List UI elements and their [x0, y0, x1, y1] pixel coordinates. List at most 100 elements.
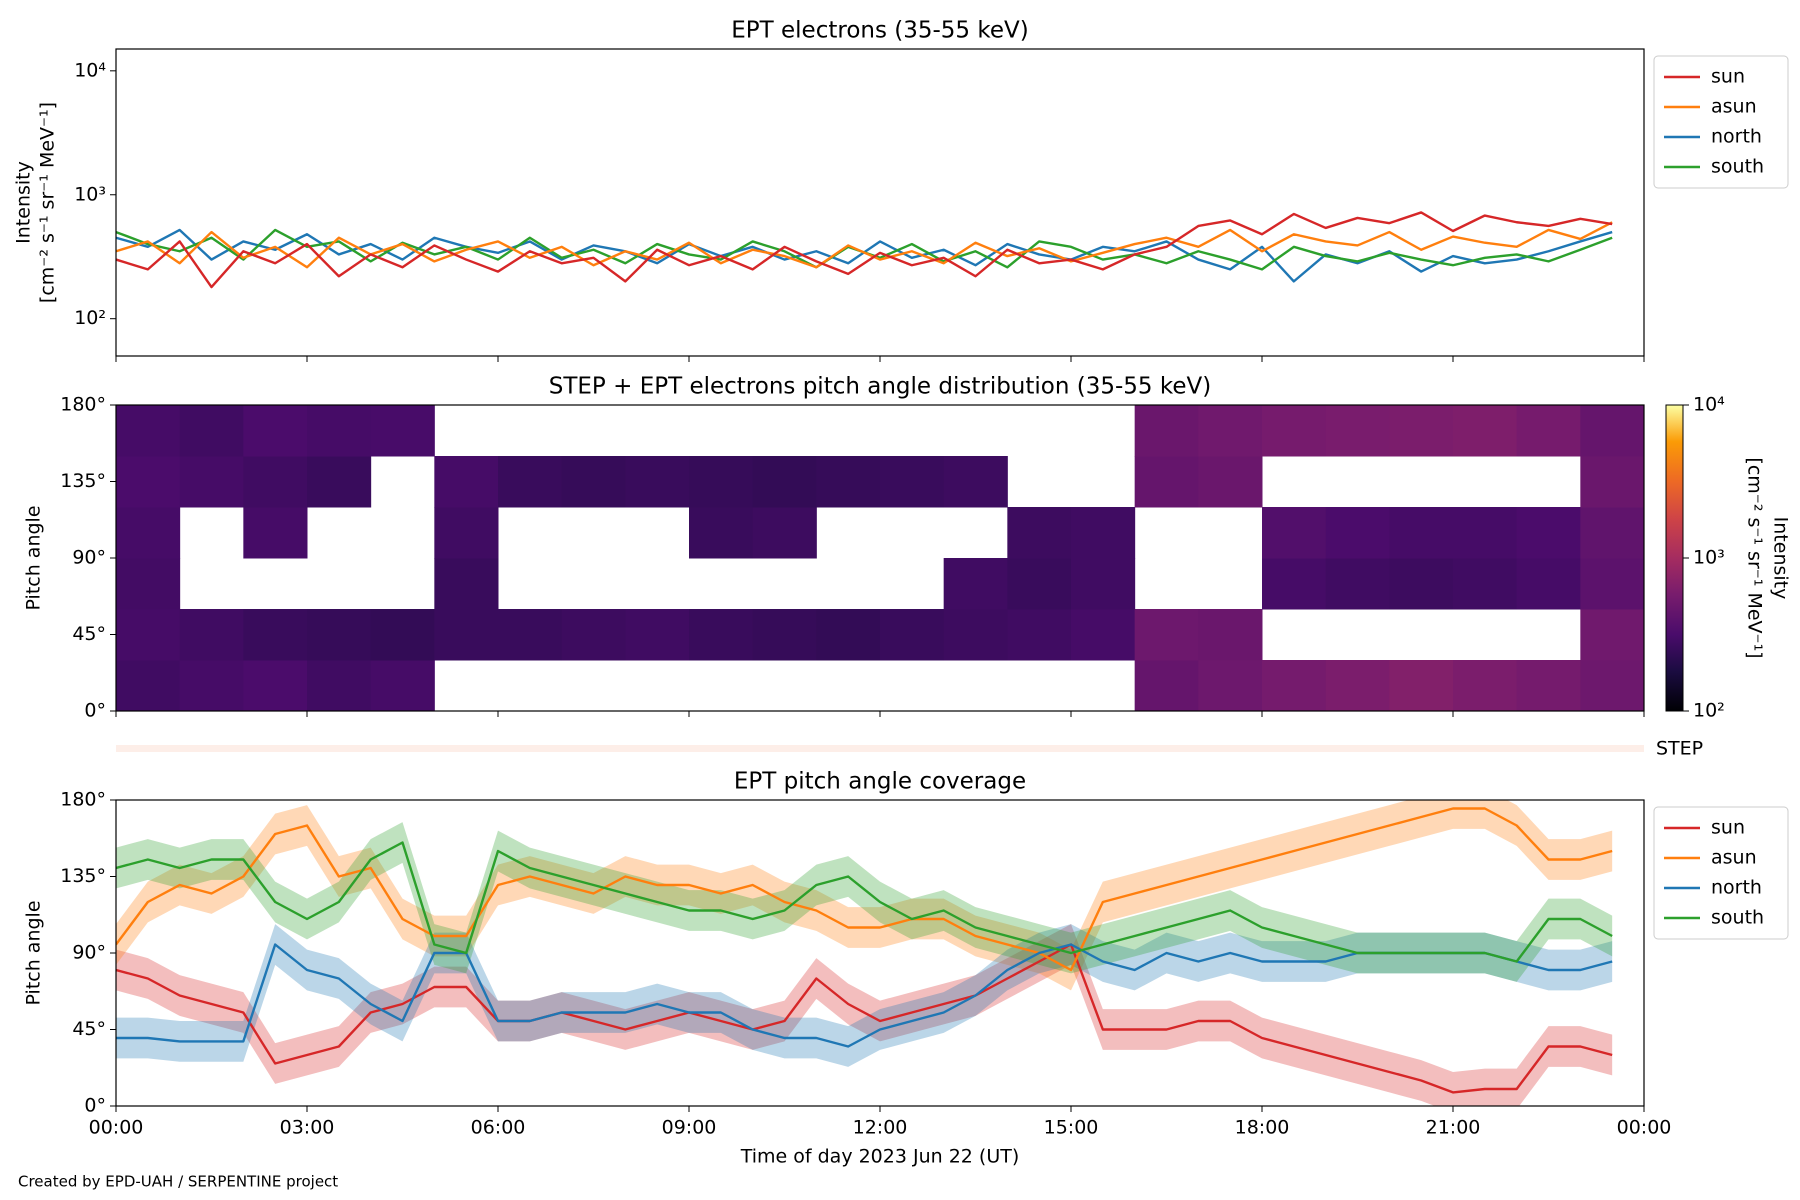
heat-cell	[625, 609, 690, 661]
heat-cell	[1007, 558, 1072, 610]
heat-cell	[1071, 609, 1136, 661]
heat-cell	[1262, 558, 1327, 610]
uncertainty-band	[116, 924, 1613, 1067]
heat-cell	[1198, 660, 1263, 711]
heat-cell	[880, 609, 945, 661]
heat-cell	[1134, 456, 1199, 508]
heat-cell	[307, 405, 372, 457]
colorbar	[1665, 404, 1684, 712]
plot-area	[116, 211, 1613, 289]
colorbar-tick-label: 10²	[1693, 700, 1725, 722]
uncertainty-band	[116, 924, 1613, 1106]
heat-cell	[1389, 405, 1454, 457]
heat-cell	[1516, 405, 1581, 457]
y-tick-label: 45°	[72, 1018, 106, 1040]
heat-cell	[689, 507, 754, 559]
y-tick-label: 90°	[72, 942, 106, 964]
y-axis-label: [cm⁻² s⁻¹ sr⁻¹ MeV⁻¹]	[37, 102, 59, 303]
heat-cell	[752, 609, 817, 661]
x-axis-label: Time of day 2023 Jun 22 (UT)	[740, 1146, 1020, 1168]
y-tick-label: 180°	[60, 789, 106, 811]
heat-cell	[370, 405, 435, 457]
heat-cell	[1262, 405, 1327, 457]
colorbar-tick-label: 10⁴	[1693, 394, 1725, 416]
step-strip	[116, 745, 1644, 752]
heat-cell	[1580, 405, 1644, 457]
y-tick-label: 135°	[60, 470, 106, 492]
heat-cell	[434, 507, 499, 559]
y-axis-label: Pitch angle	[23, 900, 45, 1005]
panel-title: STEP + EPT electrons pitch angle distrib…	[549, 374, 1211, 400]
colorbar-label: Intensity	[1770, 517, 1792, 600]
heat-cell	[1389, 660, 1454, 711]
step-label: STEP	[1656, 738, 1703, 760]
x-tick-label: 00:00	[89, 1117, 144, 1139]
heat-cell	[243, 609, 308, 661]
heat-cell	[1262, 660, 1327, 711]
heat-cell	[1453, 507, 1518, 559]
panel-title: EPT electrons (35-55 keV)	[731, 18, 1028, 44]
x-tick-label: 18:00	[1235, 1117, 1290, 1139]
heat-cell	[1325, 558, 1390, 610]
heat-cell	[1262, 507, 1327, 559]
y-tick-label: 10⁴	[74, 59, 106, 81]
y-tick-label: 135°	[60, 865, 106, 887]
heat-cell	[307, 456, 372, 508]
series-line	[116, 221, 1613, 269]
x-tick-label: 09:00	[662, 1117, 717, 1139]
series-line	[116, 807, 1613, 972]
heat-cell	[943, 456, 1008, 508]
heat-cell	[116, 405, 181, 457]
heat-cell	[1198, 456, 1263, 508]
heat-cell	[1580, 609, 1644, 661]
heat-cell	[561, 456, 626, 508]
heat-cell	[1453, 405, 1518, 457]
panel-title: EPT pitch angle coverage	[734, 769, 1026, 795]
x-tick-label: 03:00	[280, 1117, 335, 1139]
heat-cell	[1007, 507, 1072, 559]
heat-cell	[1071, 507, 1136, 559]
heat-cell	[1580, 456, 1644, 508]
heat-cell	[943, 558, 1008, 610]
heat-cell	[498, 609, 563, 661]
heat-cell	[689, 609, 754, 661]
heat-cell	[1325, 405, 1390, 457]
heat-cell	[179, 660, 244, 711]
uncertainty-band	[116, 822, 1613, 982]
heat-cell	[116, 609, 181, 661]
legend-label: north	[1711, 877, 1762, 899]
y-tick-label: 90°	[72, 547, 106, 569]
heat-cell	[943, 609, 1008, 661]
heat-cell	[561, 609, 626, 661]
heat-cell	[116, 660, 181, 711]
heat-cell	[1453, 660, 1518, 711]
heat-cell	[179, 456, 244, 508]
colorbar-tick-label: 10³	[1693, 547, 1725, 569]
heat-cell	[1516, 558, 1581, 610]
x-tick-label: 06:00	[471, 1117, 526, 1139]
heat-cell	[1134, 660, 1199, 711]
series-line	[116, 211, 1613, 289]
legend-box	[1653, 806, 1789, 940]
heat-cell	[1516, 660, 1581, 711]
series-line	[116, 841, 1613, 963]
legend-label: south	[1711, 156, 1764, 178]
plot-area	[116, 405, 1644, 711]
legend-box	[1653, 55, 1789, 189]
heat-cell	[880, 456, 945, 508]
heat-cell	[1389, 507, 1454, 559]
y-tick-label: 0°	[84, 1095, 106, 1117]
x-tick-label: 00:00	[1617, 1117, 1672, 1139]
heat-cell	[625, 456, 690, 508]
heat-cell	[243, 456, 308, 508]
heat-cell	[1453, 558, 1518, 610]
y-tick-label: 0°	[84, 700, 106, 722]
axes-frame	[115, 48, 1645, 357]
heat-cell	[307, 609, 372, 661]
heat-cell	[179, 405, 244, 457]
colorbar-label: [cm⁻² s⁻¹ sr⁻¹ MeV⁻¹]	[1744, 457, 1766, 658]
heat-cell	[1071, 558, 1136, 610]
heat-cell	[179, 609, 244, 661]
y-axis-label: Pitch angle	[23, 505, 45, 610]
